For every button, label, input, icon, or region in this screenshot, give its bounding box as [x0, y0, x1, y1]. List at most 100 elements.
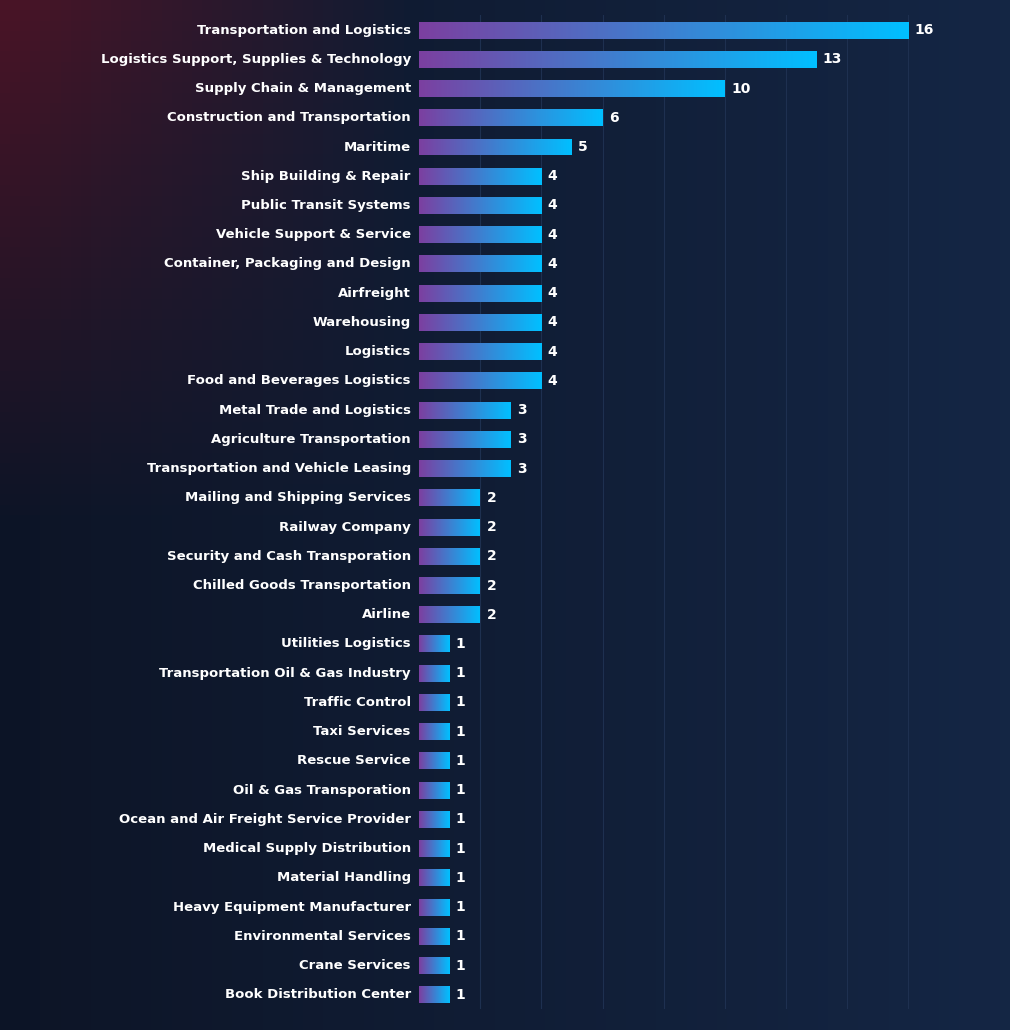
- Bar: [424, 109, 425, 127]
- Bar: [477, 109, 478, 127]
- Bar: [435, 109, 436, 127]
- Bar: [581, 80, 583, 97]
- Bar: [672, 50, 674, 68]
- Bar: [573, 50, 575, 68]
- Text: Material Handling: Material Handling: [277, 871, 411, 885]
- Text: 10: 10: [731, 81, 750, 96]
- Bar: [584, 50, 586, 68]
- Bar: [693, 80, 695, 97]
- Bar: [511, 109, 512, 127]
- Bar: [576, 50, 579, 68]
- Bar: [434, 109, 436, 127]
- Bar: [496, 109, 497, 127]
- Text: Supply Chain & Management: Supply Chain & Management: [195, 82, 411, 95]
- Bar: [559, 50, 561, 68]
- Bar: [479, 109, 480, 127]
- Bar: [813, 50, 815, 68]
- Bar: [630, 50, 632, 68]
- Bar: [577, 80, 579, 97]
- Bar: [593, 22, 596, 38]
- Bar: [688, 80, 690, 97]
- Bar: [490, 80, 491, 97]
- Bar: [441, 50, 443, 68]
- Bar: [522, 50, 524, 68]
- Bar: [438, 109, 439, 127]
- Bar: [581, 22, 583, 38]
- Bar: [591, 22, 593, 38]
- Bar: [569, 80, 571, 97]
- Bar: [660, 80, 661, 97]
- Bar: [469, 109, 470, 127]
- Bar: [739, 50, 741, 68]
- Bar: [616, 80, 618, 97]
- Bar: [661, 80, 663, 97]
- Bar: [441, 22, 443, 38]
- Bar: [554, 109, 556, 127]
- Bar: [584, 80, 586, 97]
- Bar: [608, 22, 610, 38]
- Bar: [612, 50, 614, 68]
- Bar: [803, 22, 806, 38]
- Bar: [481, 50, 483, 68]
- Bar: [561, 22, 564, 38]
- Bar: [875, 22, 877, 38]
- Bar: [569, 109, 570, 127]
- Bar: [468, 109, 469, 127]
- Bar: [465, 50, 467, 68]
- Bar: [464, 109, 465, 127]
- Bar: [671, 22, 674, 38]
- Bar: [546, 80, 547, 97]
- Text: 3: 3: [517, 461, 526, 476]
- Bar: [527, 80, 529, 97]
- Bar: [515, 109, 516, 127]
- Bar: [524, 50, 526, 68]
- Bar: [534, 50, 536, 68]
- Bar: [588, 22, 591, 38]
- Bar: [443, 22, 446, 38]
- Bar: [680, 50, 682, 68]
- Bar: [634, 80, 636, 97]
- Text: 4: 4: [547, 286, 558, 300]
- Text: 1: 1: [456, 813, 466, 826]
- Bar: [654, 22, 656, 38]
- Bar: [571, 109, 572, 127]
- Bar: [434, 109, 435, 127]
- Bar: [505, 50, 507, 68]
- Bar: [511, 50, 513, 68]
- Bar: [456, 109, 457, 127]
- Bar: [481, 109, 482, 127]
- Bar: [604, 80, 606, 97]
- Bar: [578, 22, 581, 38]
- Bar: [485, 80, 487, 97]
- Bar: [699, 80, 701, 97]
- Bar: [427, 109, 428, 127]
- Bar: [437, 109, 438, 127]
- Bar: [566, 109, 567, 127]
- Bar: [554, 109, 556, 127]
- Bar: [674, 22, 676, 38]
- Bar: [690, 50, 692, 68]
- Bar: [548, 50, 550, 68]
- Bar: [630, 80, 632, 97]
- Bar: [461, 80, 463, 97]
- Bar: [489, 50, 491, 68]
- Bar: [702, 80, 704, 97]
- Bar: [585, 109, 586, 127]
- Text: Utilities Logistics: Utilities Logistics: [281, 638, 411, 651]
- Bar: [429, 50, 431, 68]
- Bar: [663, 80, 664, 97]
- Text: 4: 4: [547, 228, 558, 242]
- Bar: [483, 22, 486, 38]
- Bar: [443, 80, 445, 97]
- Bar: [550, 80, 552, 97]
- Bar: [472, 109, 473, 127]
- Bar: [594, 50, 596, 68]
- Bar: [628, 50, 630, 68]
- Bar: [658, 80, 660, 97]
- Bar: [904, 22, 906, 38]
- Bar: [767, 50, 770, 68]
- Bar: [551, 22, 553, 38]
- Bar: [535, 80, 537, 97]
- Bar: [737, 22, 739, 38]
- Bar: [594, 109, 596, 127]
